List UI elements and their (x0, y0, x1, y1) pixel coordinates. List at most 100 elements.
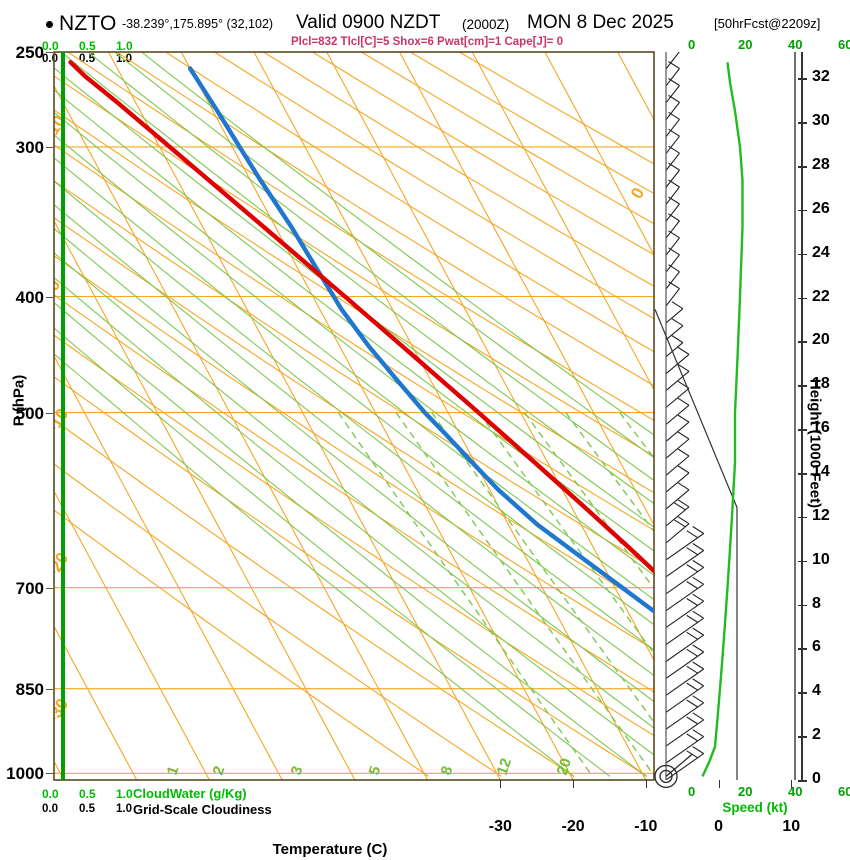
cloudwater-scale-1: 0.5 (79, 39, 96, 53)
wind-barb (665, 111, 680, 138)
wind-barb (666, 52, 667, 53)
wind-barb (665, 128, 680, 154)
speed-panel (701, 62, 744, 777)
dry-adiabat-40 (54, 180, 654, 570)
height-tick-0: 0 (812, 770, 821, 787)
cloudiness-legend-label: Grid-Scale Cloudiness (133, 802, 272, 817)
station-coordinates: -38.239°,175.895° (32,102) (122, 17, 274, 31)
wind-barb (665, 230, 680, 256)
height-tick-mark-2 (798, 736, 807, 738)
height-tick-30: 30 (812, 112, 830, 130)
height-tick-24: 24 (812, 243, 830, 261)
wind-barb (665, 593, 705, 629)
mixing-ratio-5 (478, 412, 654, 655)
height-tick-8: 8 (812, 594, 821, 612)
wind-barb (665, 162, 680, 188)
wind-panel-envelope (654, 309, 738, 780)
height-tick-16: 16 (812, 419, 830, 437)
height-tick-mark-12 (798, 516, 807, 519)
dry-adiabat--20 (54, 419, 575, 777)
moist-adiabat-40 (54, 67, 654, 528)
wind-barb (665, 678, 705, 713)
cloudwater-legend-label: CloudWater (g/Kg) (133, 786, 247, 801)
height-tick-mark-0 (798, 780, 807, 782)
temperature-tick-mark-10 (791, 780, 793, 788)
wind-barb (665, 516, 690, 544)
moist-adiabat-35 (54, 89, 654, 552)
speed-tick-top-60: 60 (838, 37, 850, 52)
wind-barb (665, 499, 690, 527)
height-tick-mark-22 (798, 297, 807, 300)
mixing-ratio-label-12: 12 (494, 756, 515, 777)
cloudwater-scale-0: 0.0 (42, 39, 59, 53)
height-tick-mark-4 (798, 692, 807, 694)
height-tick-12: 12 (812, 506, 830, 524)
moist-adiabat--20 (54, 353, 574, 777)
height-tick-mark-18 (798, 385, 807, 387)
height-tick-14: 14 (812, 463, 830, 480)
pressure-tick-700: 700 (15, 578, 44, 598)
wind-barb (665, 52, 680, 70)
moist-adiabat-0 (54, 252, 654, 729)
height-tick-mark-14 (798, 473, 807, 475)
mixing-ratio-label-3: 3 (288, 764, 307, 777)
wind-barb (665, 627, 705, 662)
wind-barb (665, 264, 680, 290)
dry-adiabat-120 (263, 52, 654, 287)
temperature-tick-10: 10 (782, 818, 801, 835)
wind-barb (665, 61, 680, 87)
wind-barb (665, 465, 690, 493)
wind-barb (665, 543, 705, 578)
wind-barb (665, 729, 705, 764)
mixing-ratio-2 (395, 412, 654, 776)
isotherm-20 (471, 52, 654, 391)
isotherm-label--30: -30 (43, 695, 72, 726)
wind-barb (665, 94, 680, 121)
temperature-tick--10: -10 (634, 818, 658, 835)
wind-barb (665, 363, 690, 392)
wind-barb (665, 397, 690, 425)
pressure-tick-300: 300 (15, 137, 44, 157)
valid-time: Valid 0900 NZDT (296, 12, 441, 33)
surface-station-circle (654, 764, 678, 789)
moist-adiabat-50 (87, 52, 654, 482)
temperature-tick-mark--20 (573, 780, 575, 788)
height-tick-28: 28 (812, 156, 830, 174)
height-tick-mark-16 (798, 429, 807, 431)
wind-barb (665, 661, 705, 696)
moist-adiabat-30 (54, 111, 654, 576)
height-tick-mark-32 (798, 78, 807, 80)
isotherm--80 (54, 625, 138, 780)
height-tick-4: 4 (812, 682, 821, 700)
speed-tick-bottom-0: 0 (688, 784, 696, 799)
pressure-tick-250: 250 (15, 43, 44, 62)
moist-adiabat--10 (54, 301, 647, 777)
isotherm--70 (54, 490, 210, 780)
isotherm-label-10: 10 (43, 112, 69, 138)
station-marker-dot (46, 21, 53, 28)
pressure-tick-mark-700 (46, 587, 53, 589)
surface-wind-barb (665, 753, 693, 777)
wind-barb (665, 576, 705, 612)
wind-barb (665, 482, 690, 510)
isotherm--30 (108, 52, 501, 780)
dewpoint-profile-line (187, 66, 654, 615)
plot-border (53, 51, 655, 781)
isotherm-label-0: 0 (43, 276, 64, 294)
height-tick-mark-28 (798, 166, 807, 168)
isotherm-label--20: -20 (43, 549, 72, 580)
mixing-ratio-label-8: 8 (438, 764, 457, 777)
temperature-tick-mark--10 (645, 780, 647, 788)
moist-adiabat-25 (54, 134, 654, 601)
cloudiness-legend-0: 0.0 (42, 803, 58, 815)
sounding-parameters: Plcl=832 Tlcl[C]=5 Shox=6 Pwat[cm]=1 Cap… (291, 36, 563, 48)
forecast-info: [50hrFcst@2209z] (714, 16, 821, 31)
wind-barb (665, 414, 690, 442)
dry-adiabat-20 (54, 255, 654, 651)
height-tick-mark-26 (798, 209, 807, 212)
speed-axis-title: Speed (kt) (722, 800, 788, 815)
cloudiness-legend-2: 1.0 (116, 803, 132, 815)
station-id: NZTO (59, 12, 117, 35)
mixing-ratio-label-5: 5 (366, 764, 385, 777)
temperature-tick--30: -30 (488, 818, 512, 835)
